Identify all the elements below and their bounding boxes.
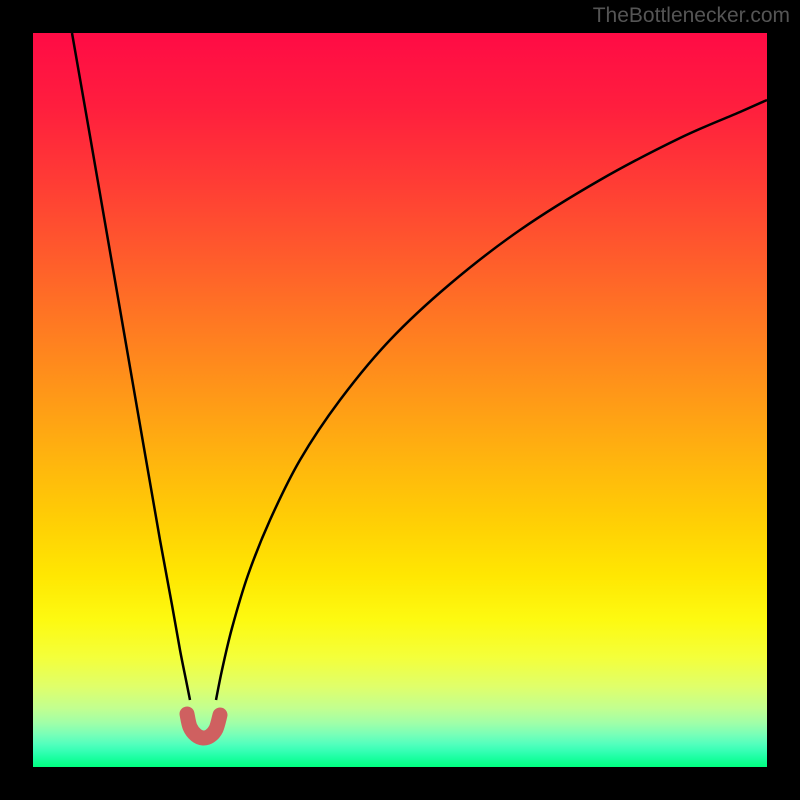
watermark-text: TheBottlenecker.com [593, 4, 790, 28]
chart-container: { "watermark": { "text": "TheBottlenecke… [0, 0, 800, 800]
plot-background [33, 33, 767, 767]
bottleneck-chart [0, 0, 800, 800]
